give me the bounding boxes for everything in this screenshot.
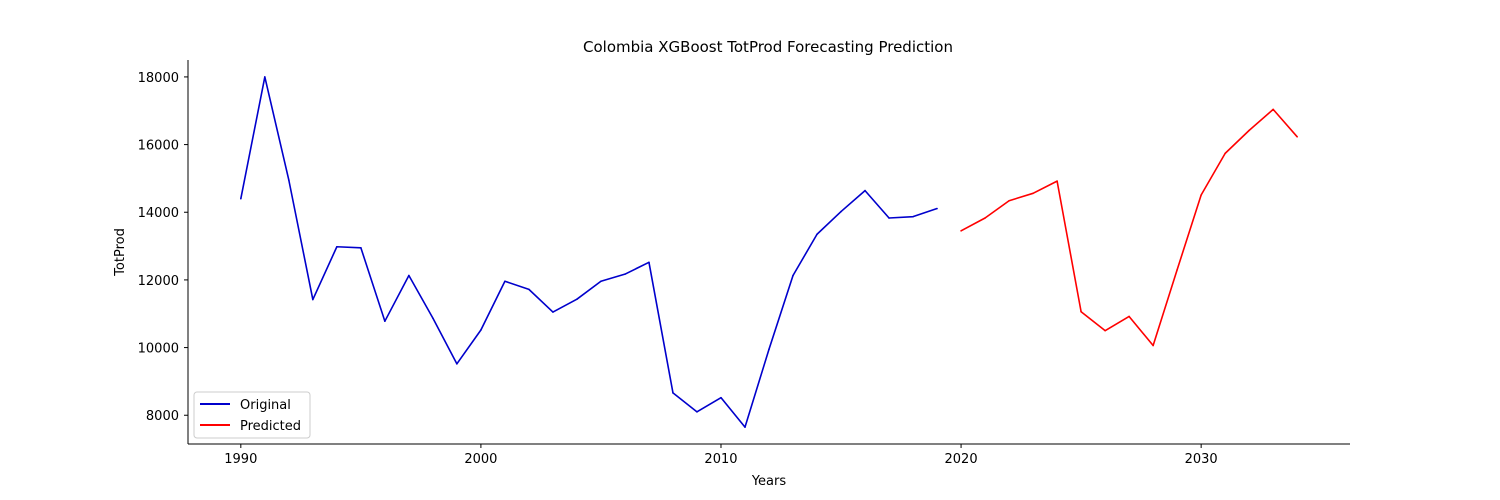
data-point-predicted [1104,329,1106,332]
data-point-original [504,280,506,283]
data-point-predicted [1032,192,1034,195]
x-tick-label: 2010 [704,452,737,467]
y-tick-label: 18000 [138,71,179,86]
data-point-original [552,311,554,313]
data-point-predicted [1128,315,1130,318]
data-point-original [672,392,674,394]
data-point-predicted [1056,180,1058,182]
y-tick-label: 16000 [138,139,179,154]
data-point-original [456,363,458,365]
y-axis-label: TotProd [113,228,128,277]
x-ticks: 1990 2000 2010 2020 2030 [224,444,1218,467]
data-point-predicted [1296,136,1298,138]
data-point-predicted [984,217,986,219]
data-point-original [912,215,914,218]
data-point-predicted [1248,129,1250,132]
data-point-original [384,320,386,322]
data-point-original [864,189,866,192]
y-tick-label: 14000 [138,206,179,221]
data-point-original [792,274,794,277]
data-point-original [312,298,314,301]
data-point-original [888,217,890,219]
data-point-original [528,288,530,291]
data-point-original [408,274,410,277]
x-tick-label: 2030 [1185,452,1218,467]
data-point-original [336,245,338,248]
series-line-predicted [960,108,1298,347]
x-tick-label: 1990 [224,452,257,467]
data-point-predicted [1224,152,1226,155]
data-point-original [648,261,650,264]
data-point-original [816,233,818,236]
y-tick-label: 12000 [138,274,179,289]
legend-label-predicted: Predicted [240,419,301,434]
chart-title: Colombia XGBoost TotProd Forecasting Pre… [583,38,953,56]
data-point-original [576,298,578,300]
data-point-predicted [1176,268,1178,271]
x-axis-label: Years [751,474,787,489]
data-point-original [600,280,602,283]
x-tick-label: 2020 [945,452,978,467]
plot-area: 1990 2000 2010 2020 2030 8000 10000 12000 14000… [138,60,1350,467]
data-point-predicted [1200,194,1202,196]
x-tick-label: 2000 [464,452,497,467]
data-point-original [840,210,842,213]
legend-label-original: Original [240,398,291,413]
data-point-predicted [960,230,962,232]
data-point-predicted [1152,344,1154,347]
data-point-original [288,179,290,181]
series-line-original [240,76,938,428]
data-point-original [936,207,938,210]
series-layer [240,76,1298,428]
data-point-original [744,426,746,428]
data-point-original [720,396,722,399]
data-point-original [696,411,698,413]
data-point-original [240,197,242,200]
data-point-predicted [1272,108,1274,111]
y-ticks: 8000 10000 12000 14000 16000 18000 [138,71,188,424]
data-point-original [768,348,770,351]
data-point-original [360,246,362,249]
data-point-predicted [1080,310,1082,313]
data-point-original [432,317,434,319]
y-tick-label: 8000 [146,409,179,424]
data-point-predicted [1008,199,1010,202]
data-point-original [624,273,626,275]
y-tick-label: 10000 [138,342,179,357]
legend: Original Predicted [193,391,311,439]
data-point-original [264,76,266,78]
data-point-original [480,329,482,331]
